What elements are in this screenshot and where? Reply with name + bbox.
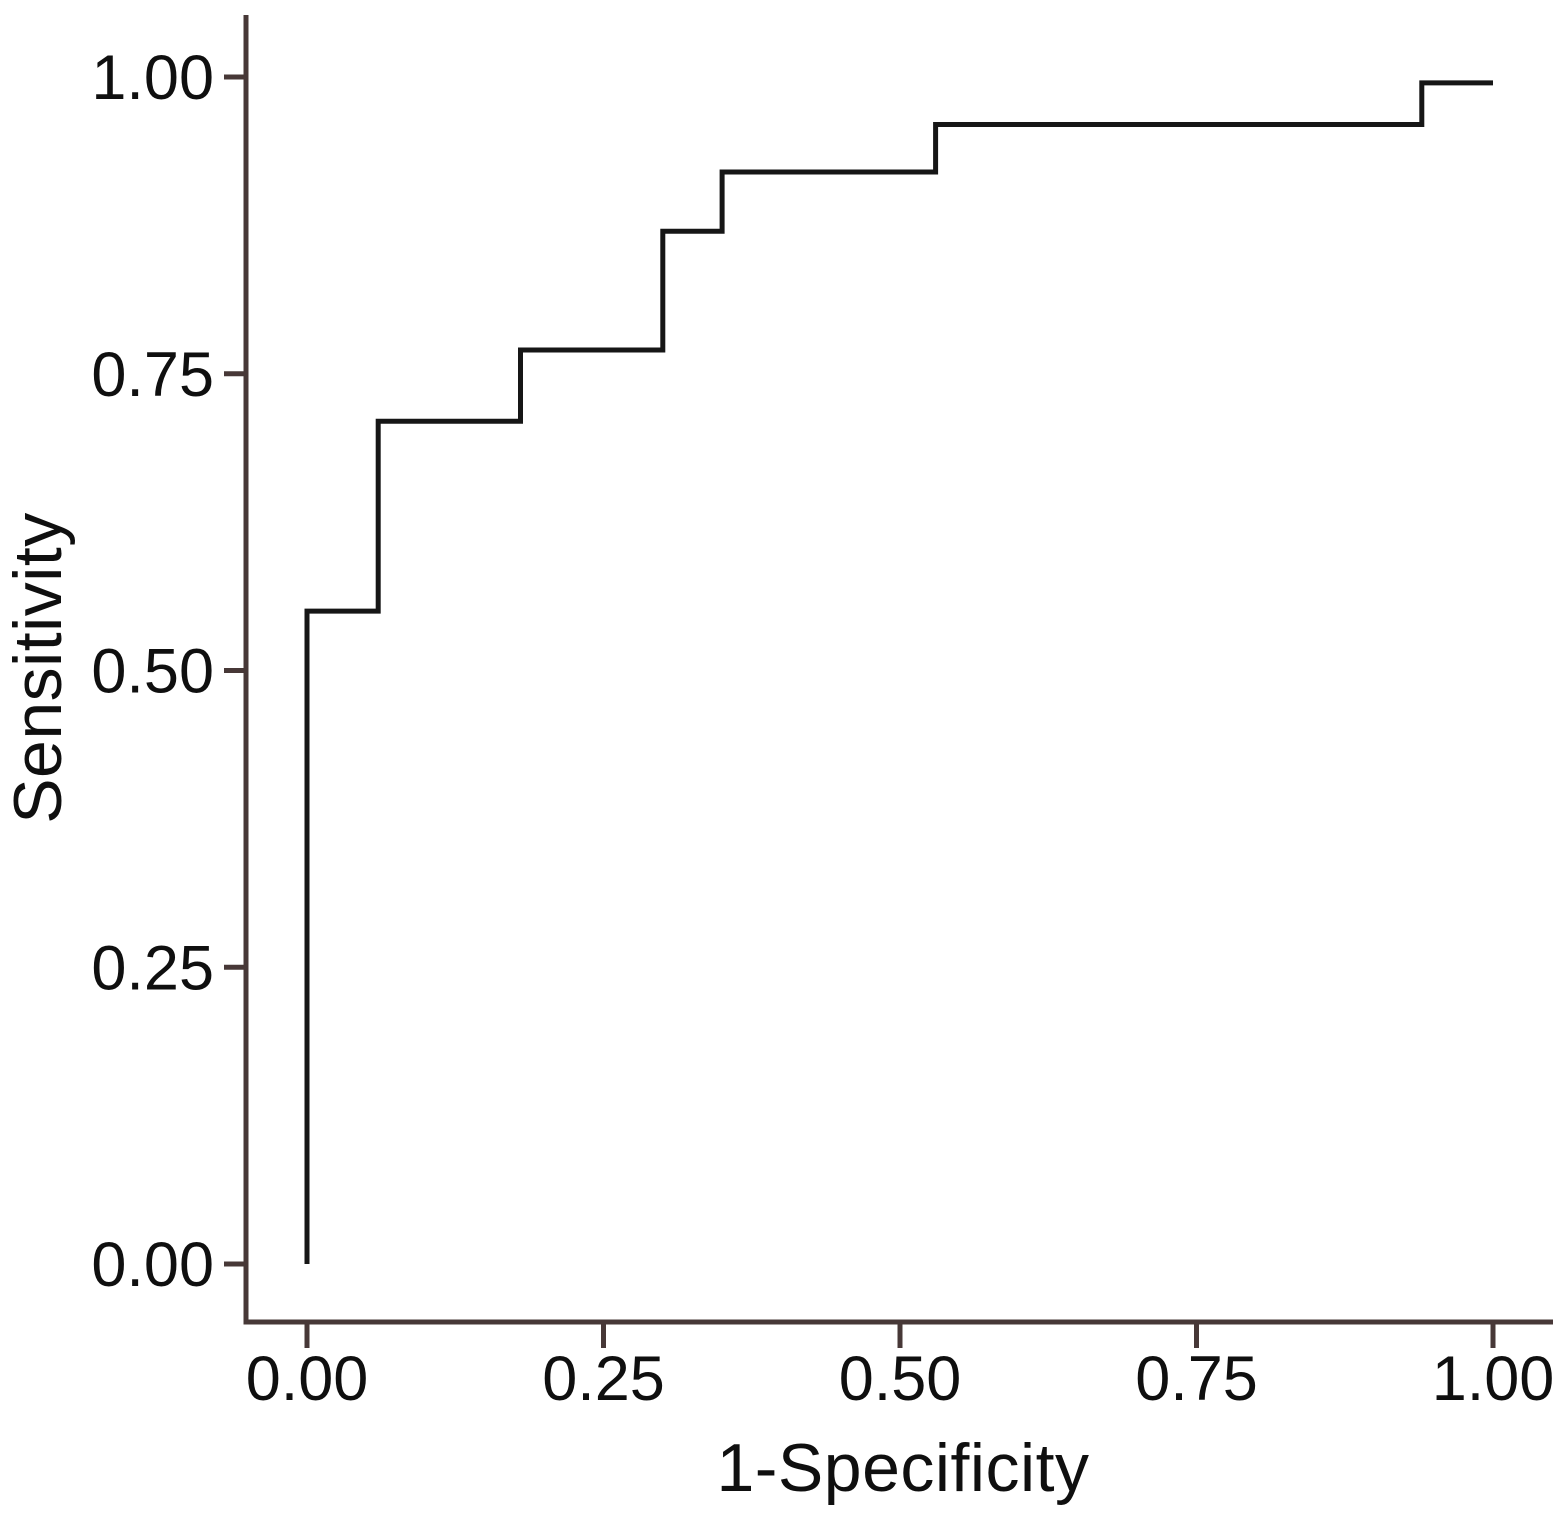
y-tick-label: 0.75 [91,340,214,410]
x-axis-title: 1-Specificity [716,1430,1090,1506]
y-tick-label: 0.00 [91,1230,214,1300]
x-tick-label: 1.00 [1432,1344,1555,1414]
y-axis-title: Sensitivity [0,512,76,824]
x-tick-label: 0.00 [246,1344,369,1414]
y-tick-label: 1.00 [91,43,214,113]
x-tick-label: 0.25 [542,1344,665,1414]
y-tick-label: 0.50 [91,637,214,707]
roc-curve [304,80,1493,1264]
axes-lines [243,15,1553,1325]
x-tick-label: 0.75 [1135,1344,1258,1414]
y-tick-label: 0.25 [91,933,214,1003]
x-tick-label: 0.50 [839,1344,962,1414]
